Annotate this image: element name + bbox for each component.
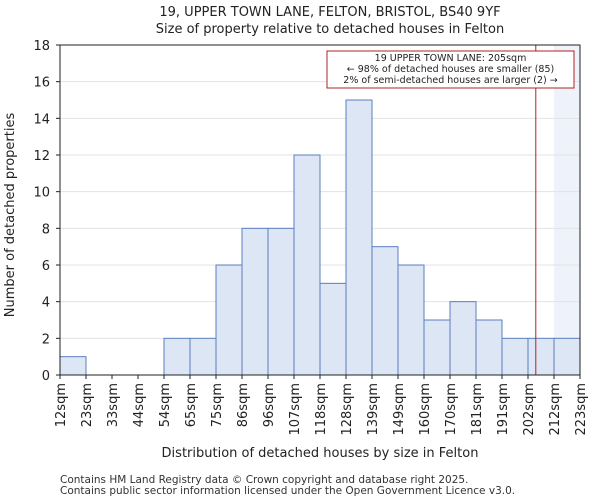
- y-tick-label: 6: [42, 259, 50, 274]
- x-tick-label: 212sqm: [548, 383, 563, 436]
- bar-12sqm: [59, 356, 87, 376]
- bar-75sqm: [215, 264, 243, 376]
- bar-191sqm: [501, 337, 529, 376]
- bar-118sqm: [319, 282, 347, 376]
- annotation-line-2: ← 98% of detached houses are smaller (85…: [347, 64, 554, 75]
- x-tick-label: 65sqm: [184, 383, 199, 427]
- annotation-frame: [326, 50, 575, 89]
- x-tick-label: 75sqm: [210, 383, 225, 427]
- x-tick-label: 107sqm: [288, 383, 303, 436]
- highlight-region: [554, 45, 580, 375]
- x-tick-label: 223sqm: [574, 383, 589, 436]
- x-tick-label: 170sqm: [444, 383, 459, 436]
- x-tick-label: 44sqm: [132, 383, 147, 427]
- bar-54sqm: [163, 337, 191, 376]
- x-tick-label: 139sqm: [366, 383, 381, 436]
- bar-160sqm: [423, 319, 451, 376]
- x-tick-label: 202sqm: [522, 383, 537, 436]
- x-tick-label: 191sqm: [496, 383, 511, 436]
- chart-title: 19, UPPER TOWN LANE, FELTON, BRISTOL, BS…: [159, 5, 500, 20]
- x-tick-label: 54sqm: [158, 383, 173, 427]
- y-tick-label: 14: [33, 112, 50, 127]
- bar-96sqm: [267, 227, 295, 376]
- chart-subtitle: Size of property relative to detached ho…: [156, 22, 504, 37]
- x-tick-label: 128sqm: [340, 383, 355, 436]
- y-tick-label: 16: [33, 76, 50, 91]
- bar-107sqm: [293, 154, 321, 376]
- y-tick-label: 8: [42, 222, 50, 237]
- x-axis-label: Distribution of detached houses by size …: [162, 446, 479, 461]
- x-tick-label: 33sqm: [106, 383, 121, 427]
- x-tick-label: 181sqm: [470, 383, 485, 436]
- bar-65sqm: [189, 337, 217, 376]
- x-tick-label: 149sqm: [392, 383, 407, 436]
- x-tick-label: 12sqm: [54, 383, 69, 427]
- annotation-line-1: 19 UPPER TOWN LANE: 205sqm: [375, 53, 527, 64]
- y-tick-label: 10: [33, 186, 50, 201]
- footer-line-2: Contains public sector information licen…: [60, 485, 515, 497]
- y-tick-label: 2: [42, 332, 50, 347]
- x-tick-label: 96sqm: [262, 383, 277, 427]
- annotation-box: 19 UPPER TOWN LANE: 205sqm ← 98% of deta…: [326, 50, 575, 89]
- y-tick-label: 12: [33, 149, 50, 164]
- y-tick-label: 0: [42, 369, 50, 384]
- x-tick-label: 160sqm: [418, 383, 433, 436]
- x-tick-label: 23sqm: [80, 383, 95, 427]
- bar-170sqm: [449, 301, 477, 376]
- y-tick-label: 4: [42, 296, 50, 311]
- bar-139sqm: [371, 246, 399, 376]
- y-axis-label: Number of detached properties: [3, 113, 18, 318]
- x-tick-label: 86sqm: [236, 383, 251, 427]
- y-tick-label: 18: [33, 39, 50, 54]
- footer-line-1: Contains HM Land Registry data © Crown c…: [60, 474, 468, 486]
- annotation-line-3: 2% of semi-detached houses are larger (2…: [343, 75, 557, 86]
- bar-181sqm: [475, 319, 503, 376]
- bar-202sqm: [527, 337, 555, 376]
- x-tick-label: 118sqm: [314, 383, 329, 436]
- bar-212sqm: [553, 337, 581, 376]
- bar-128sqm: [345, 99, 373, 376]
- bar-149sqm: [397, 264, 425, 376]
- bar-86sqm: [241, 227, 269, 376]
